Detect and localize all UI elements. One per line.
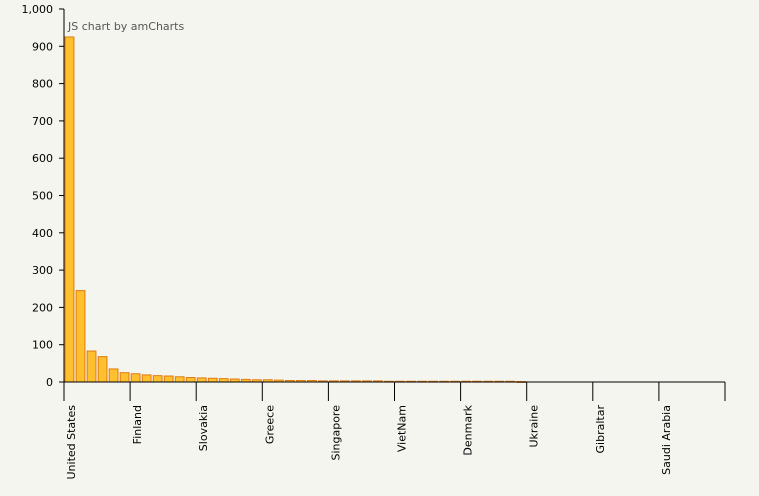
x-tick-label: Greece: [263, 405, 276, 444]
x-tick-label: Singapore: [329, 405, 342, 461]
bar[interactable]: [141, 374, 152, 383]
bar[interactable]: [196, 377, 207, 383]
x-tick-label: Finland: [131, 405, 144, 444]
bar[interactable]: [86, 350, 97, 383]
bar[interactable]: [207, 377, 218, 383]
y-tick-label: 1,000: [22, 3, 54, 16]
y-tick-label: 300: [32, 264, 53, 277]
bar[interactable]: [174, 376, 185, 383]
y-tick-label: 100: [32, 339, 53, 352]
y-tick-label: 0: [46, 376, 53, 389]
x-tick-label: VietNam: [396, 405, 409, 452]
bar[interactable]: [108, 368, 119, 383]
amcharts-watermark[interactable]: JS chart by amCharts: [67, 20, 184, 33]
bar[interactable]: [130, 373, 141, 383]
bar[interactable]: [75, 290, 86, 383]
y-tick-label: 700: [32, 115, 53, 128]
bar[interactable]: [152, 375, 163, 383]
x-tick-label: Denmark: [462, 404, 475, 455]
y-tick-label: 200: [32, 301, 53, 314]
bar[interactable]: [64, 36, 75, 383]
bar[interactable]: [97, 356, 108, 383]
y-tick-label: 800: [32, 78, 53, 91]
y-tick-label: 500: [32, 190, 53, 203]
x-tick-label: Ukraine: [528, 405, 541, 448]
x-tick-label: Slovakia: [197, 405, 210, 451]
y-tick-label: 400: [32, 227, 53, 240]
bar[interactable]: [163, 375, 174, 383]
labels-layer: 0 100 200 300 400 500 600 700 800 900 1,000 United …: [22, 3, 673, 480]
axes-layer: [59, 8, 726, 401]
x-tick-label: United States: [65, 405, 78, 480]
y-tick-label: 600: [32, 152, 53, 165]
bar[interactable]: [218, 378, 229, 383]
y-tick-label: 900: [32, 40, 53, 53]
x-tick-label: Saudi Arabia: [660, 405, 673, 475]
x-tick-label: Gibraltar: [594, 405, 607, 454]
bar[interactable]: [185, 377, 196, 383]
bar[interactable]: [119, 372, 130, 383]
bars-layer: [64, 36, 527, 383]
